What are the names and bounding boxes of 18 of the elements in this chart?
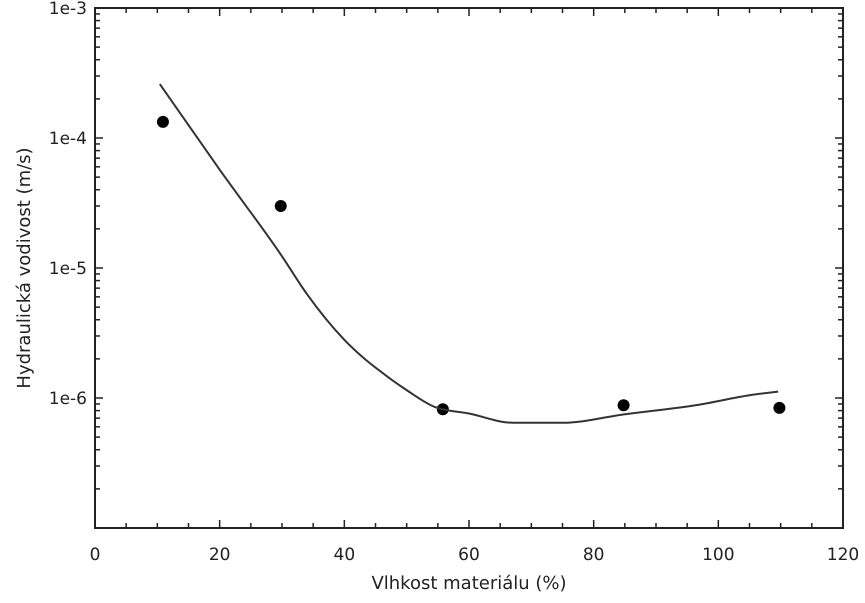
x-tick-label: 80 <box>582 545 604 565</box>
line-series <box>158 83 780 424</box>
x-tick-label: 20 <box>208 545 230 565</box>
x-tick-label: 120 <box>826 545 860 565</box>
x-tick-label: 40 <box>334 545 356 565</box>
y-tick-label: 1e-6 <box>48 388 87 409</box>
y-tick-label: 1e-5 <box>48 258 87 279</box>
point <box>274 200 287 212</box>
x-tick-label: 0 <box>90 545 100 565</box>
point <box>773 402 786 414</box>
x-tick-label: 100 <box>702 545 735 565</box>
point <box>618 399 630 412</box>
y-tick-label: 1e-4 <box>48 128 87 149</box>
y-tick-label: 1e-3 <box>48 0 87 19</box>
point <box>156 116 169 128</box>
x-tick-label: 60 <box>458 545 480 565</box>
x-axis-title: Vlhkost materiálu (%) <box>371 573 567 594</box>
y-axis-title: Hydraulická vodivost (m/s) <box>14 147 35 389</box>
